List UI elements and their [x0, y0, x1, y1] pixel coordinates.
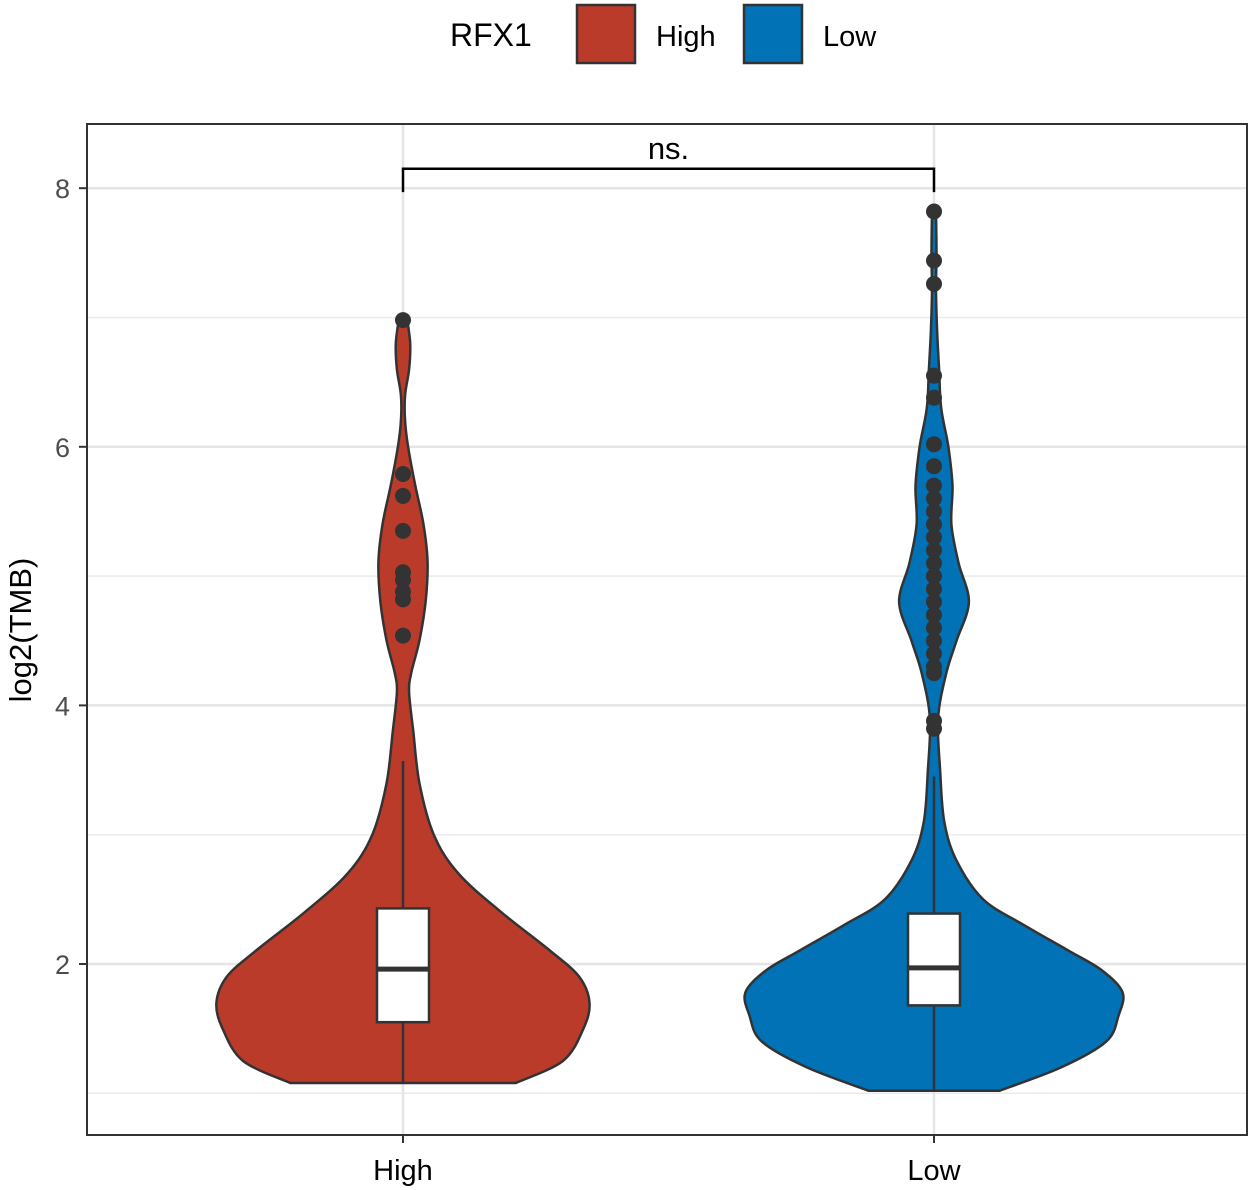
legend-swatch-high [575, 3, 637, 65]
violins [215, 203, 1125, 1092]
outlier-point [926, 720, 942, 737]
x-tick-label-high: High [373, 1155, 433, 1187]
y-tick-label: 2 [55, 950, 70, 980]
y-axis: 2 4 6 8 [55, 174, 87, 980]
outlier-point [926, 581, 942, 598]
outlier-point [926, 367, 942, 384]
outlier-point [926, 529, 942, 546]
x-tick-label-low: Low [907, 1155, 961, 1187]
outlier-point [395, 627, 411, 644]
outlier-point [395, 312, 411, 329]
outlier-point [395, 571, 411, 588]
outlier-point [926, 593, 942, 610]
outlier-point [395, 522, 411, 539]
legend: RFX1 High Low [450, 3, 877, 65]
outlier-point [926, 606, 942, 623]
outlier-point [926, 458, 942, 475]
outlier-point [395, 591, 411, 608]
outlier-point [926, 490, 942, 507]
outlier-point [926, 555, 942, 572]
outlier-point [926, 516, 942, 533]
outlier-point [926, 665, 942, 682]
outlier-point [926, 619, 942, 636]
outlier-point [926, 477, 942, 494]
outlier-point [395, 487, 411, 504]
outlier-point [926, 252, 942, 269]
outlier-point [926, 632, 942, 649]
outlier-point [926, 436, 942, 453]
significance-line [401, 167, 936, 193]
outlier-point [926, 275, 942, 292]
x-axis: High Low [373, 1135, 962, 1187]
box-low [906, 912, 962, 1007]
y-tick-label: 6 [55, 433, 70, 463]
y-tick-label: 8 [55, 174, 70, 204]
y-tick-label: 4 [55, 691, 70, 721]
significance-label: ns. [648, 131, 689, 166]
y-axis-label: log2(TMB) [3, 558, 38, 703]
legend-title: RFX1 [450, 17, 532, 53]
legend-label-low: Low [823, 21, 877, 53]
significance-bracket: ns. [401, 131, 936, 193]
box-high [375, 907, 431, 1024]
outlier-point [926, 542, 942, 559]
outlier-point [926, 389, 942, 406]
plot-panel-border [86, 123, 1248, 1136]
outlier-point [926, 568, 942, 585]
outlier-point [395, 465, 411, 482]
legend-swatch-low [742, 3, 804, 65]
outlier-point [926, 645, 942, 662]
outlier-point [926, 503, 942, 520]
legend-label-high: High [656, 21, 716, 53]
outlier-point [926, 203, 942, 220]
